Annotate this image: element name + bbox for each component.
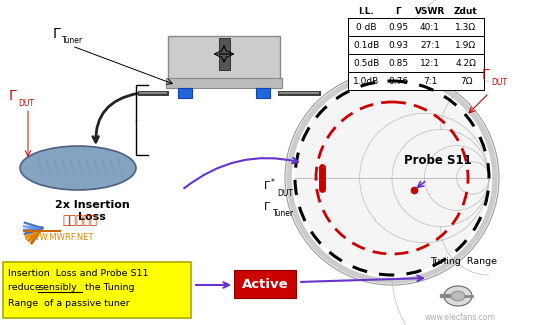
Text: WWW.MWRF.NET: WWW.MWRF.NET	[24, 233, 95, 242]
Bar	[3, 262, 191, 318]
Text: 0.95: 0.95	[388, 22, 408, 32]
Text: I.L.: I.L.	[358, 6, 374, 16]
Text: $\Gamma$: $\Gamma$	[481, 68, 491, 82]
Text: $\Gamma^*$: $\Gamma^*$	[263, 177, 277, 193]
Bar	[348, 18, 484, 90]
Bar	[166, 78, 282, 88]
Text: 7:1: 7:1	[423, 76, 437, 85]
Text: $\Gamma$: $\Gamma$	[52, 27, 62, 41]
Text: 7Ω: 7Ω	[460, 76, 472, 85]
Text: Loss: Loss	[78, 212, 106, 222]
Text: Probe S11: Probe S11	[404, 154, 472, 167]
Text: 0 dB: 0 dB	[356, 22, 376, 32]
Text: Tuner: Tuner	[273, 209, 294, 218]
Bar	[218, 38, 229, 70]
Text: $\Gamma$: $\Gamma$	[263, 200, 271, 212]
Text: 0.5dB: 0.5dB	[353, 58, 379, 68]
Bar	[168, 36, 280, 86]
Text: Tuner: Tuner	[62, 36, 83, 45]
Text: 27:1: 27:1	[420, 41, 440, 49]
Bar	[348, 18, 484, 36]
Text: Active: Active	[241, 278, 288, 291]
Text: 微波射频网: 微波射频网	[62, 214, 97, 227]
Text: sensibly: sensibly	[38, 283, 77, 292]
Ellipse shape	[444, 286, 472, 306]
Text: 4.2Ω: 4.2Ω	[455, 58, 476, 68]
Text: DUT: DUT	[277, 189, 293, 198]
Text: Γ: Γ	[395, 6, 401, 16]
Text: 12:1: 12:1	[420, 58, 440, 68]
Text: 2x Insertion: 2x Insertion	[54, 200, 129, 210]
Text: 0.76: 0.76	[388, 76, 408, 85]
Ellipse shape	[20, 146, 136, 190]
Text: www.elecfans.com: www.elecfans.com	[425, 313, 496, 322]
Bar	[348, 36, 484, 54]
Text: DUT: DUT	[18, 99, 34, 108]
Bar	[348, 54, 484, 72]
Text: 1.3Ω: 1.3Ω	[455, 22, 476, 32]
Text: 1.9Ω: 1.9Ω	[455, 41, 476, 49]
Text: $\Gamma$: $\Gamma$	[8, 89, 18, 103]
Text: Range  of a passive tuner: Range of a passive tuner	[8, 298, 130, 307]
Text: the Tuning: the Tuning	[82, 283, 135, 292]
Text: 40:1: 40:1	[420, 22, 440, 32]
Text: Insertion  Loss and Probe S11: Insertion Loss and Probe S11	[8, 268, 148, 278]
Text: reduce: reduce	[8, 283, 44, 292]
Text: Zdut: Zdut	[454, 6, 478, 16]
Text: Tuning  Range: Tuning Range	[430, 257, 497, 266]
Text: DUT: DUT	[491, 78, 507, 87]
Text: 1.0dB: 1.0dB	[353, 76, 379, 85]
Text: 0.93: 0.93	[388, 41, 408, 49]
Text: 0.1dB: 0.1dB	[353, 41, 379, 49]
Text: 0.85: 0.85	[388, 58, 408, 68]
Bar	[178, 88, 192, 98]
Text: VSWR: VSWR	[415, 6, 445, 16]
Bar	[234, 270, 296, 298]
Bar	[256, 88, 270, 98]
Bar	[348, 72, 484, 90]
Circle shape	[295, 81, 489, 275]
Ellipse shape	[451, 291, 465, 301]
